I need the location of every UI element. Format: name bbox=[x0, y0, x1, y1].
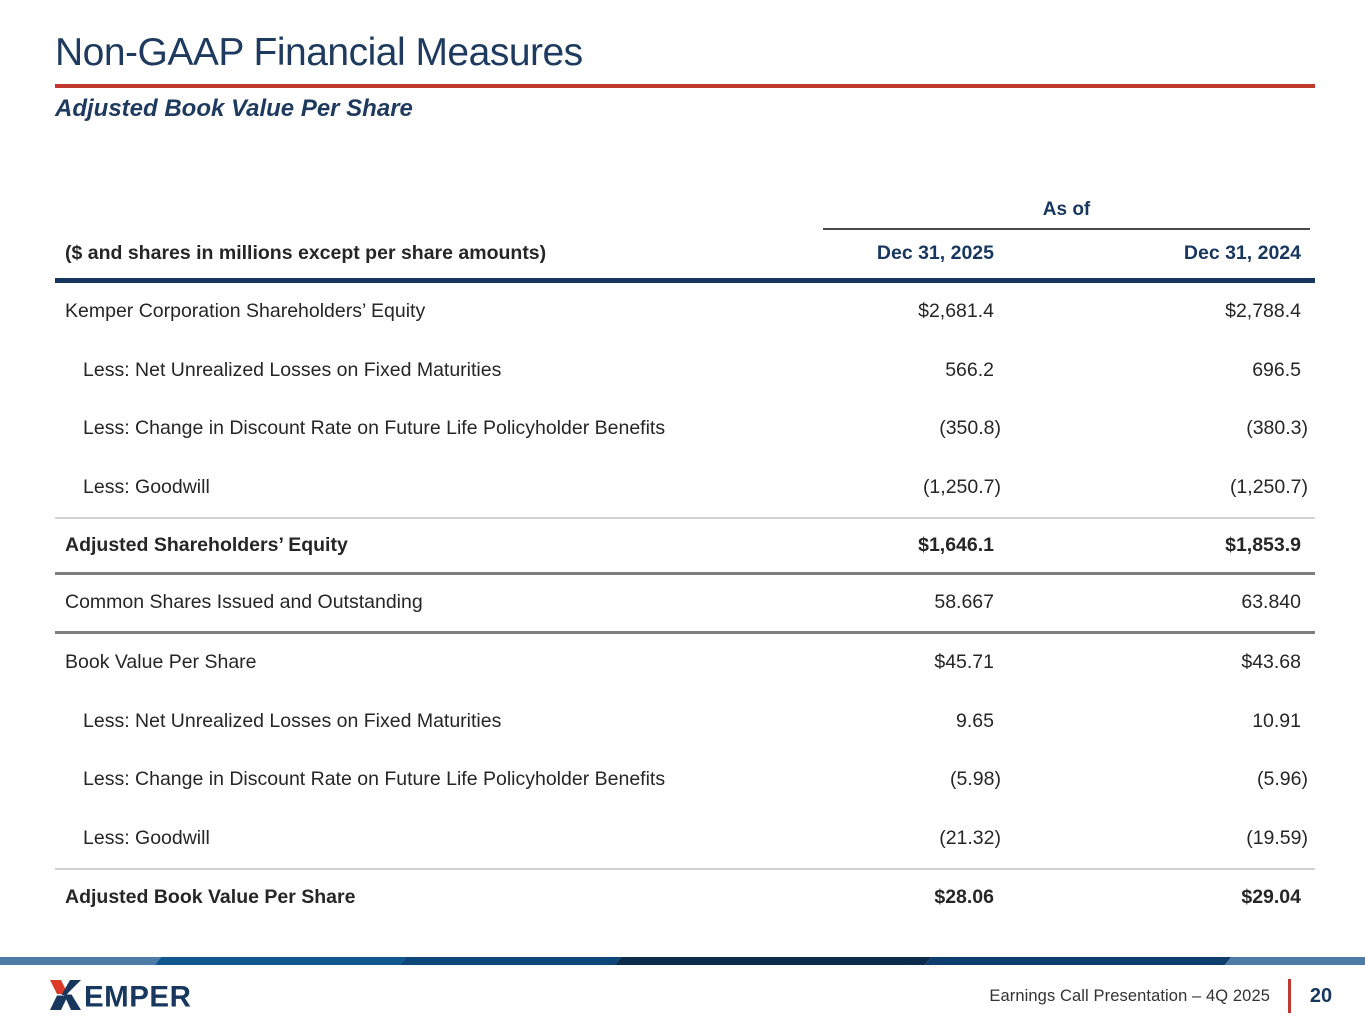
table-row: Adjusted Book Value Per Share $28.06 $29… bbox=[55, 867, 1315, 927]
row-label: Less: Goodwill bbox=[83, 826, 210, 849]
table-asof-row: As of bbox=[55, 192, 1315, 230]
row-label: Adjusted Book Value Per Share bbox=[65, 886, 356, 909]
row-label: Less: Net Unrealized Losses on Fixed Mat… bbox=[83, 709, 502, 732]
financial-table: As of ($ and shares in millions except p… bbox=[55, 192, 1315, 927]
row-value-2025: 566.2 bbox=[945, 358, 994, 381]
row-label: Less: Net Unrealized Losses on Fixed Mat… bbox=[83, 358, 502, 381]
table-row: Adjusted Shareholders’ Equity $1,646.1 $… bbox=[55, 516, 1315, 576]
row-value-2024: $2,788.4 bbox=[1225, 300, 1301, 323]
table-column-header-row: ($ and shares in millions except per sha… bbox=[55, 230, 1315, 283]
row-value-2024: $43.68 bbox=[1241, 651, 1301, 674]
row-value-2025: $28.06 bbox=[934, 886, 994, 909]
kemper-logo-icon: EMPER bbox=[50, 980, 191, 1014]
page-title: Non-GAAP Financial Measures bbox=[55, 31, 583, 74]
column-header-2024: Dec 31, 2024 bbox=[1183, 242, 1301, 265]
accent-bar-segment bbox=[614, 957, 932, 965]
row-value-2025: $2,681.4 bbox=[918, 300, 994, 323]
svg-text:EMPER: EMPER bbox=[84, 981, 191, 1012]
row-value-2024: $1,853.9 bbox=[1225, 533, 1301, 556]
row-value-2025: (5.98) bbox=[950, 768, 1001, 791]
table-row: Common Shares Issued and Outstanding 58.… bbox=[55, 575, 1315, 634]
row-label: Kemper Corporation Shareholders’ Equity bbox=[65, 300, 426, 323]
title-underline-rule bbox=[55, 83, 1315, 88]
row-label: Book Value Per Share bbox=[65, 651, 257, 674]
accent-bar-segment bbox=[0, 957, 162, 965]
page-number: 20 bbox=[1309, 984, 1333, 1007]
accent-bar-segment bbox=[154, 957, 407, 965]
table-row: Kemper Corporation Shareholders’ Equity … bbox=[55, 283, 1315, 342]
footer-divider-rule bbox=[1288, 979, 1291, 1013]
footer-right: Earnings Call Presentation – 4Q 2025 20 bbox=[989, 976, 1335, 1016]
footer-accent-bar bbox=[0, 957, 1365, 965]
column-header-2025: Dec 31, 2025 bbox=[876, 242, 994, 265]
row-label: Less: Change in Discount Rate on Future … bbox=[83, 768, 666, 791]
row-value-2025: 58.667 bbox=[934, 591, 994, 614]
row-value-2024: (1,250.7) bbox=[1229, 475, 1308, 498]
row-label: Adjusted Shareholders’ Equity bbox=[65, 533, 348, 556]
row-value-2024: 10.91 bbox=[1252, 709, 1301, 732]
table-row: Less: Change in Discount Rate on Future … bbox=[55, 751, 1315, 810]
table-body: Kemper Corporation Shareholders’ Equity … bbox=[55, 283, 1315, 927]
table-row: Less: Goodwill (1,250.7) (1,250.7) bbox=[55, 458, 1315, 517]
row-label: Less: Change in Discount Rate on Future … bbox=[83, 417, 666, 440]
row-value-2024: (5.96) bbox=[1257, 768, 1308, 791]
table-row: Less: Goodwill (21.32) (19.59) bbox=[55, 809, 1315, 868]
accent-bar-segment bbox=[924, 957, 1232, 965]
accent-bar-segment bbox=[399, 957, 622, 965]
kemper-logo: KEMPER EMPER bbox=[48, 980, 208, 1014]
table-row: Less: Change in Discount Rate on Future … bbox=[55, 400, 1315, 459]
row-value-2025: (21.32) bbox=[939, 826, 1001, 849]
table-row: Book Value Per Share $45.71 $43.68 bbox=[55, 634, 1315, 693]
page-subtitle: Adjusted Book Value Per Share bbox=[55, 94, 413, 122]
asof-header: As of bbox=[823, 192, 1310, 230]
table-caption: ($ and shares in millions except per sha… bbox=[65, 242, 547, 265]
footer-presentation-label: Earnings Call Presentation – 4Q 2025 bbox=[989, 986, 1270, 1005]
row-value-2025: $45.71 bbox=[934, 651, 994, 674]
accent-bar-segment bbox=[1224, 957, 1365, 965]
row-value-2024: 63.840 bbox=[1241, 591, 1301, 614]
table-row: Less: Net Unrealized Losses on Fixed Mat… bbox=[55, 341, 1315, 400]
row-value-2024: $29.04 bbox=[1241, 886, 1301, 909]
row-value-2024: 696.5 bbox=[1252, 358, 1301, 381]
table-row: Less: Net Unrealized Losses on Fixed Mat… bbox=[55, 692, 1315, 751]
row-label: Less: Goodwill bbox=[83, 475, 210, 498]
row-label: Common Shares Issued and Outstanding bbox=[65, 591, 423, 614]
row-value-2024: (380.3) bbox=[1246, 417, 1308, 440]
row-value-2024: (19.59) bbox=[1246, 826, 1308, 849]
row-value-2025: $1,646.1 bbox=[918, 533, 994, 556]
row-value-2025: 9.65 bbox=[956, 709, 994, 732]
row-value-2025: (350.8) bbox=[939, 417, 1001, 440]
row-value-2025: (1,250.7) bbox=[922, 475, 1001, 498]
